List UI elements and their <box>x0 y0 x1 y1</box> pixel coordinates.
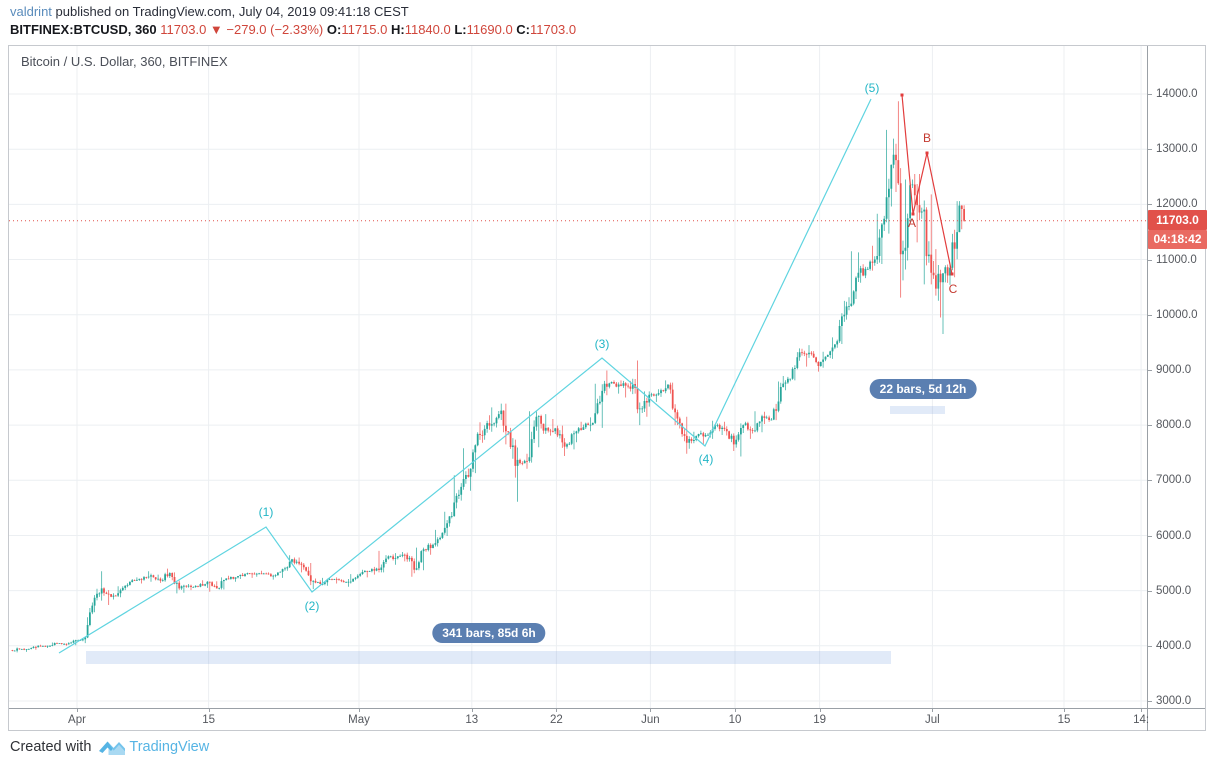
chart-widget: (1) (2) (3) (4) (5) A B C Bitcoin / U.S. Dollar… <box>8 45 1207 732</box>
created-with-text: Created with <box>10 738 92 755</box>
price-axis-border <box>1147 46 1148 731</box>
price-change: ▼ −279.0 (−2.33%) <box>209 22 324 37</box>
time-axis-label: May <box>348 714 370 726</box>
price-axis-label: 14000.0 <box>1156 88 1198 100</box>
time-tick-mark <box>650 709 652 712</box>
price-axis-label: 8000.0 <box>1156 419 1192 432</box>
candle-bodies-down <box>11 154 965 651</box>
time-tick-mark <box>359 709 360 712</box>
symbol-name[interactable]: BITFINEX:BTCUSD, 360 <box>10 22 157 37</box>
close-label: C: <box>516 22 531 37</box>
abc-wave-label: B <box>923 131 931 145</box>
time-axis-label: 15 <box>1057 714 1071 726</box>
time-tick-mark <box>1064 709 1065 712</box>
price-tick-mark <box>1148 645 1152 647</box>
candle-bodies-up <box>13 154 961 652</box>
candle-wicks-down <box>12 101 965 652</box>
elliott-wave-label: (5) <box>865 81 880 95</box>
time-axis[interactable]: Apr 15 May 13 22 Jun 10 19 Jul 15 14: <box>9 708 1205 732</box>
open-value: 11715.0 <box>341 22 388 37</box>
line-vertex-handle[interactable] <box>950 272 954 276</box>
time-axis-label: 19 <box>813 714 826 726</box>
current-price-tag: 11703.0 <box>1148 210 1207 231</box>
publish-line: valdrint published on TradingView.com, J… <box>10 3 1210 21</box>
price-tick-mark <box>1148 369 1152 371</box>
price-tick-mark <box>1148 701 1152 702</box>
time-tick-mark <box>208 709 210 712</box>
line-vertex-handle[interactable] <box>925 151 929 155</box>
price-tick-mark <box>1148 425 1152 427</box>
price-tick-mark <box>1148 590 1152 592</box>
bar-countdown-tag: 04:18:42 <box>1148 230 1207 250</box>
time-tick-mark <box>1141 709 1143 712</box>
time-axis-label: Apr <box>68 714 86 726</box>
measure-band <box>86 651 891 664</box>
price-axis-label: 11000.0 <box>1156 253 1197 266</box>
elliott-wave-label: (1) <box>259 505 274 519</box>
elliott-wave-line[interactable] <box>58 98 872 654</box>
time-axis-label: 13 <box>465 714 479 726</box>
snapshot-footer: Created with TradingView <box>10 738 209 755</box>
close-value: 11703.0 <box>530 22 577 37</box>
price-tick-mark <box>1148 94 1152 95</box>
tradingview-brand-text[interactable]: TradingView <box>129 738 210 755</box>
low-label: L: <box>454 22 467 37</box>
price-axis-label: 7000.0 <box>1156 474 1192 487</box>
elliott-wave-label: (3) <box>595 337 610 351</box>
open-label: O: <box>326 22 342 37</box>
time-tick-mark <box>556 709 558 712</box>
time-axis-label: 10 <box>728 714 742 726</box>
time-axis-label: 14: <box>1133 714 1150 726</box>
elliott-wave-label: (4) <box>699 452 714 466</box>
candlestick-chart: (1) (2) (3) (4) (5) A B C <box>9 46 1147 708</box>
time-axis-label: 15 <box>202 714 215 726</box>
price-axis-label: 3000.0 <box>1156 695 1192 707</box>
time-axis-label: Jul <box>925 714 940 726</box>
price-axis-label: 4000.0 <box>1156 639 1192 652</box>
chart-plot-area[interactable]: (1) (2) (3) (4) (5) A B C Bitcoin / U.S. Dollar… <box>9 46 1147 708</box>
measure-badge[interactable]: 22 bars, 5d 12h <box>869 379 977 399</box>
price-tick-mark <box>1148 480 1152 482</box>
time-tick-mark <box>735 709 736 712</box>
high-label: H: <box>390 22 405 37</box>
snapshot-header: valdrint published on TradingView.com, J… <box>10 3 1210 39</box>
line-vertex-handle[interactable] <box>900 93 904 97</box>
price-axis-label: 5000.0 <box>1156 584 1192 597</box>
abc-wave-label: C <box>949 282 958 296</box>
price-axis[interactable]: 11703.0 04:18:42 14000.0 13000.0 12000.0 11… <box>1148 46 1207 708</box>
high-value: 11840.0 <box>404 22 451 37</box>
line-vertex-handle[interactable] <box>911 212 915 216</box>
abc-wave-label: A <box>908 216 916 230</box>
time-tick-mark <box>819 709 821 712</box>
measure-band <box>890 406 945 414</box>
time-tick-mark <box>77 709 78 712</box>
price-axis-label: 10000.0 <box>1156 308 1198 321</box>
time-axis-label: Jun <box>641 714 660 726</box>
low-value: 11690.0 <box>466 22 513 37</box>
price-tick-mark <box>1148 535 1152 537</box>
price-tick-mark <box>1148 149 1152 151</box>
time-tick-mark <box>471 709 473 712</box>
price-tick-mark <box>1148 204 1152 206</box>
publish-text: published on TradingView.com, July 04, 2… <box>51 4 409 19</box>
price-axis-label: 6000.0 <box>1156 529 1192 542</box>
candle-wicks-up <box>14 129 960 653</box>
price-axis-label: 12000.0 <box>1156 198 1198 211</box>
time-tick-mark <box>932 709 934 712</box>
abc-correction-line[interactable] <box>901 94 953 275</box>
price-axis-label: 9000.0 <box>1156 363 1192 376</box>
tradingview-logo-icon[interactable] <box>99 738 126 755</box>
measure-badge[interactable]: 341 bars, 85d 6h <box>432 623 546 643</box>
time-axis-label: 22 <box>549 714 563 726</box>
price-tick-mark <box>1148 259 1152 261</box>
chart-title: Bitcoin / U.S. Dollar, 360, BITFINEX <box>21 54 228 69</box>
symbol-line: BITFINEX:BTCUSD, 360 11703.0 ▼ −279.0 (−… <box>10 21 1210 39</box>
price-axis-label: 13000.0 <box>1156 143 1198 156</box>
price-tick-mark <box>1148 314 1152 316</box>
username-link[interactable]: valdrint <box>10 4 52 19</box>
last-price: 11703.0 <box>160 22 207 37</box>
elliott-wave-label: (2) <box>305 599 320 613</box>
